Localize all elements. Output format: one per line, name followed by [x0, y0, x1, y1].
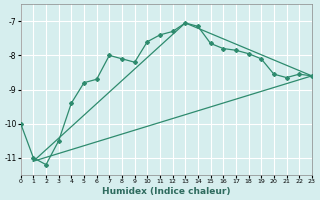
- X-axis label: Humidex (Indice chaleur): Humidex (Indice chaleur): [102, 187, 230, 196]
